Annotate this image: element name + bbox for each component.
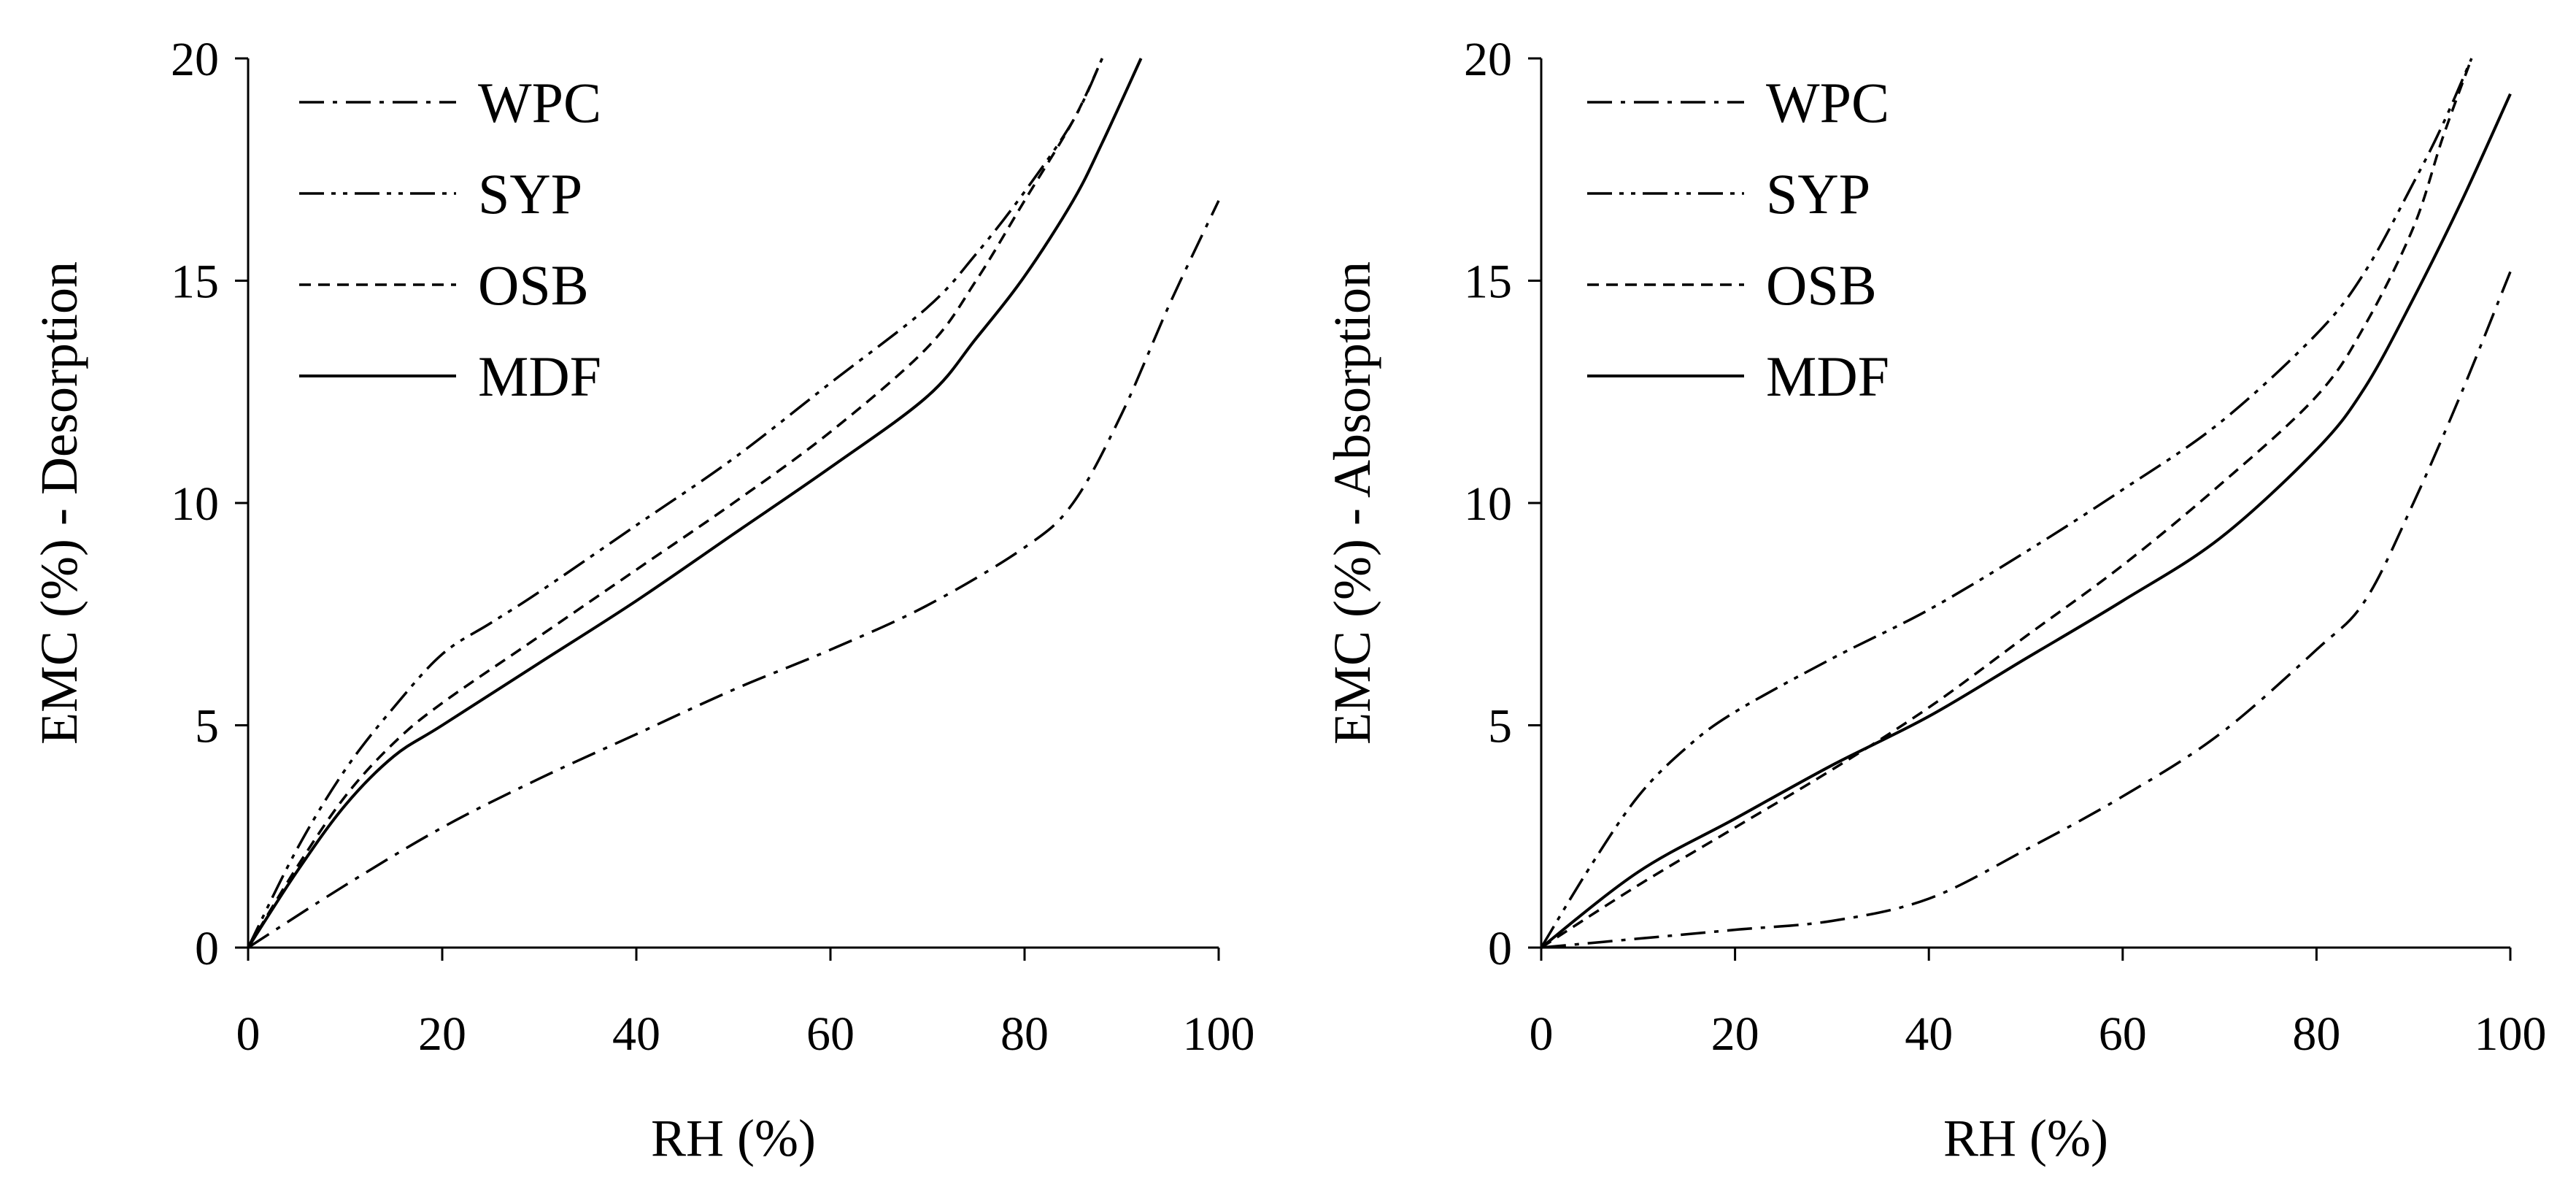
series-line-osb <box>1540 58 2473 949</box>
x-tick-label: 80 <box>2292 1007 2340 1061</box>
legend-label-mdf: MDF <box>478 345 601 408</box>
legend-label-wpc: WPC <box>478 71 601 134</box>
x-axis-title: RH (%) <box>651 1109 816 1167</box>
x-axis-title: RH (%) <box>1943 1109 2108 1167</box>
y-tick-label: 20 <box>1464 33 1512 86</box>
legend-label-mdf: MDF <box>1766 345 1889 408</box>
y-tick-label: 5 <box>1488 700 1512 753</box>
legend: WPC SYP OSB MDF <box>1587 71 1889 408</box>
series-line-mdf <box>1540 93 2512 949</box>
series-line-syp <box>247 58 1103 948</box>
legend: WPC SYP OSB MDF <box>299 71 601 408</box>
chart-absorption: 0 5 10 15 20 0 20 40 60 80 100 RH (%) EMC (%) - Abso… <box>1323 33 2547 1167</box>
x-tick-label: 60 <box>2099 1007 2147 1061</box>
y-tick-label: 15 <box>171 256 219 309</box>
series-line-wpc <box>247 200 1220 949</box>
legend-label-osb: OSB <box>478 253 589 317</box>
chart-desorption: 0 5 10 15 20 0 20 40 60 80 100 RH (%) EMC (%) - Deso… <box>30 33 1255 1167</box>
x-tick-label: 100 <box>2475 1007 2547 1061</box>
y-tick-label: 5 <box>195 700 219 753</box>
y-tick-label: 20 <box>171 33 219 86</box>
x-tick-label: 0 <box>236 1007 261 1061</box>
y-tick-label: 15 <box>1464 256 1512 309</box>
x-tick-label: 40 <box>1905 1007 1953 1061</box>
y-tick-label: 10 <box>171 477 219 531</box>
legend-label-wpc: WPC <box>1766 71 1889 134</box>
y-tick-label: 0 <box>195 922 219 975</box>
legend-label-syp: SYP <box>478 162 582 226</box>
x-tick-label: 80 <box>1000 1007 1049 1061</box>
y-tick-label: 10 <box>1464 477 1512 531</box>
y-axis-title: EMC (%) - Absorption <box>1323 261 1381 745</box>
y-tick-label: 0 <box>1488 922 1512 975</box>
series-line-mdf <box>247 58 1143 949</box>
x-tick-label: 0 <box>1530 1007 1554 1061</box>
x-tick-label: 40 <box>612 1007 660 1061</box>
legend-label-syp: SYP <box>1766 162 1870 226</box>
series-line-syp <box>1540 58 2473 948</box>
x-tick-label: 20 <box>418 1007 466 1061</box>
series-line-wpc <box>1540 271 2512 949</box>
y-axis-title: EMC (%) - Desorption <box>30 261 88 745</box>
x-tick-label: 60 <box>806 1007 855 1061</box>
legend-label-osb: OSB <box>1766 253 1877 317</box>
x-tick-label: 100 <box>1183 1007 1255 1061</box>
x-tick-label: 20 <box>1711 1007 1759 1061</box>
series-line-osb <box>247 58 1103 948</box>
